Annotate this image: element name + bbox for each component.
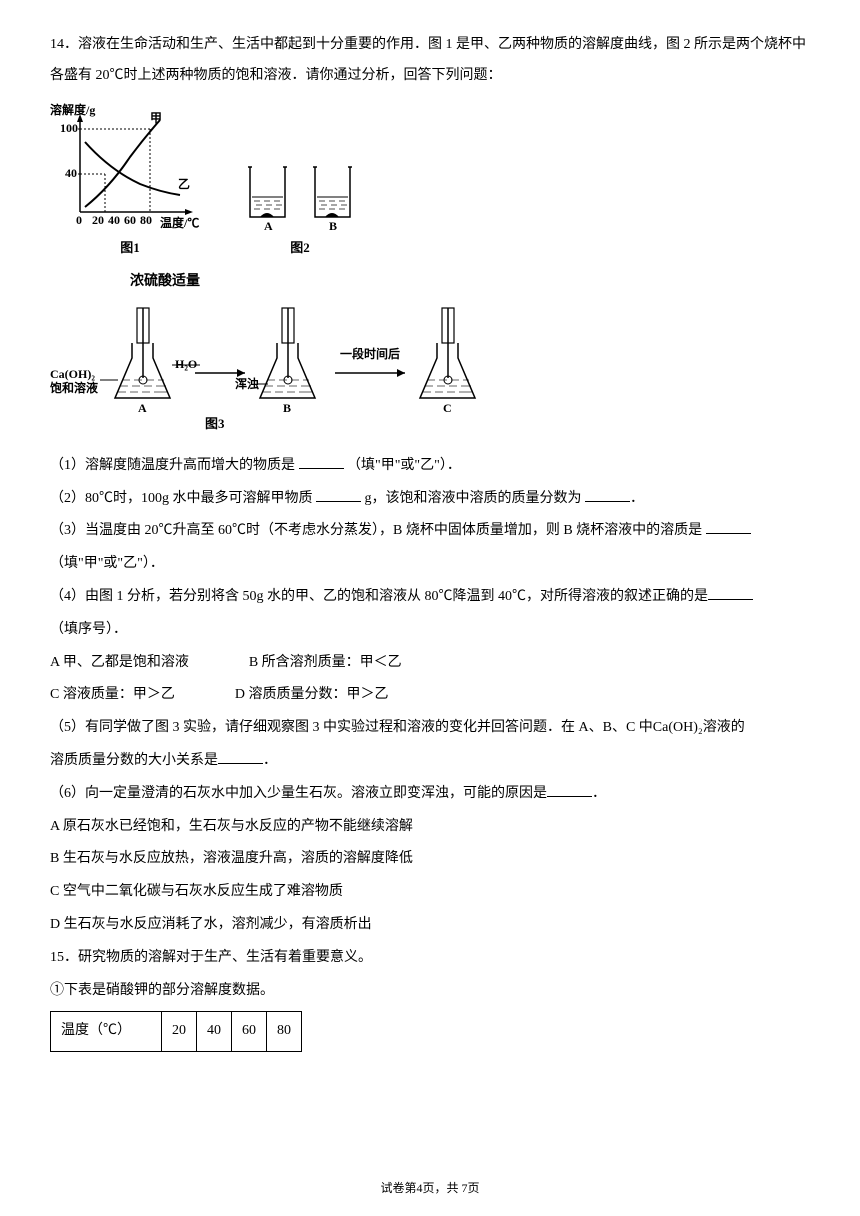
svg-text:饱和溶液: 饱和溶液 bbox=[50, 380, 98, 395]
opt-d: D 溶质质量分数：甲＞乙 bbox=[235, 680, 389, 711]
svg-text:Ca(OH)₂: Ca(OH)₂ bbox=[50, 367, 95, 381]
opt6-d: D 生石灰与水反应消耗了水，溶剂减少，有溶质析出 bbox=[50, 910, 810, 941]
q14-part3: （3）当温度由 20℃升高至 60℃时（不考虑水分蒸发），B 烧杯中固体质量增加… bbox=[50, 516, 810, 547]
svg-text:100: 100 bbox=[60, 121, 78, 135]
svg-text:B: B bbox=[329, 219, 337, 232]
q14-part2: （2）80℃时，100g 水中最多可溶解甲物质 g，该饱和溶液中溶质的质量分数为… bbox=[50, 484, 810, 515]
svg-text:A: A bbox=[138, 401, 147, 415]
figures-row: 溶解度/g 100 40 甲 乙 0 20 40 60 80 bbox=[50, 102, 810, 263]
q14-part1: （1）溶解度随温度升高而增大的物质是 （填"甲"或"乙"）． bbox=[50, 451, 810, 482]
beaker-a: A bbox=[240, 157, 295, 232]
q14-part5a: （5）有同学做了图 3 实验，请仔细观察图 3 中实验过程和溶液的变化并回答问题… bbox=[50, 713, 810, 744]
q14-intro: 14．溶液在生命活动和生产、生活中都起到十分重要的作用．图 1 是甲、乙两种物质… bbox=[50, 30, 810, 92]
svg-text:0: 0 bbox=[76, 213, 82, 227]
q14-choices-ab: A 甲、乙都是饱和溶液 B 所含溶剂质量：甲＜乙 bbox=[50, 648, 810, 679]
figure3-svg: A Ca(OH)₂ 饱和溶液 H₂O B 浑浊 一段时间后 bbox=[50, 298, 530, 438]
svg-text:A: A bbox=[264, 219, 273, 232]
svg-text:80: 80 bbox=[140, 213, 152, 227]
beaker-b: B bbox=[305, 157, 360, 232]
svg-text:H₂O: H₂O bbox=[175, 357, 197, 371]
opt-c: C 溶液质量：甲＞乙 bbox=[50, 680, 175, 711]
svg-text:C: C bbox=[443, 401, 452, 415]
col-80: 80 bbox=[267, 1012, 302, 1052]
col-header: 温度（℃） bbox=[51, 1012, 162, 1052]
opt-b: B 所含溶剂质量：甲＜乙 bbox=[249, 648, 402, 679]
solubility-table: 温度（℃） 20 40 60 80 bbox=[50, 1011, 302, 1052]
q14-part4: （4）由图 1 分析，若分别将含 50g 水的甲、乙的饱和溶液从 80℃降温到 … bbox=[50, 582, 810, 613]
svg-text:乙: 乙 bbox=[178, 177, 190, 191]
svg-text:20: 20 bbox=[92, 213, 104, 227]
opt6-b: B 生石灰与水反应放热，溶液温度升高，溶质的溶解度降低 bbox=[50, 844, 810, 875]
col-20: 20 bbox=[162, 1012, 197, 1052]
svg-text:甲: 甲 bbox=[150, 111, 162, 125]
q15-sub1: ①下表是硝酸钾的部分溶解度数据。 bbox=[50, 976, 810, 1007]
table-row: 温度（℃） 20 40 60 80 bbox=[51, 1012, 302, 1052]
q14-part6: （6）向一定量澄清的石灰水中加入少量生石灰。溶液立即变浑浊，可能的原因是． bbox=[50, 779, 810, 810]
fig1-label: 图1 bbox=[120, 234, 140, 263]
q14-choices-cd: C 溶液质量：甲＞乙 D 溶质质量分数：甲＞乙 bbox=[50, 680, 810, 711]
svg-text:B: B bbox=[283, 401, 291, 415]
page-footer: 试卷第4页，共 7页 bbox=[0, 1175, 860, 1201]
q14-part5b: 溶质质量分数的大小关系是． bbox=[50, 746, 810, 777]
sulfuric-label: 浓硫酸适量 bbox=[130, 267, 810, 298]
q14-part3-tail: （填"甲"或"乙"）． bbox=[50, 549, 810, 580]
opt6-a: A 原石灰水已经饱和，生石灰与水反应的产物不能继续溶解 bbox=[50, 812, 810, 843]
svg-text:图3: 图3 bbox=[205, 416, 225, 431]
solubility-graph: 溶解度/g 100 40 甲 乙 0 20 40 60 80 bbox=[50, 102, 210, 232]
svg-text:40: 40 bbox=[108, 213, 120, 227]
figure2: A B 图2 bbox=[240, 157, 360, 263]
svg-text:浑浊: 浑浊 bbox=[235, 376, 259, 391]
figure3: 浓硫酸适量 A Ca(OH)₂ 饱和溶液 H₂O bbox=[50, 267, 810, 451]
q15-intro: 15．研究物质的溶解对于生产、生活有着重要意义。 bbox=[50, 943, 810, 974]
col-60: 60 bbox=[232, 1012, 267, 1052]
figure1: 溶解度/g 100 40 甲 乙 0 20 40 60 80 bbox=[50, 102, 210, 263]
svg-text:40: 40 bbox=[65, 166, 77, 180]
q14-part4-tail: （填序号）． bbox=[50, 615, 810, 646]
svg-text:一段时间后: 一段时间后 bbox=[340, 346, 400, 361]
opt6-c: C 空气中二氧化碳与石灰水反应生成了难溶物质 bbox=[50, 877, 810, 908]
opt-a: A 甲、乙都是饱和溶液 bbox=[50, 648, 189, 679]
fig2-label: 图2 bbox=[290, 234, 310, 263]
y-axis-label: 溶解度/g bbox=[50, 102, 95, 117]
x-axis-label: 温度/℃ bbox=[160, 215, 199, 230]
svg-text:60: 60 bbox=[124, 213, 136, 227]
col-40: 40 bbox=[197, 1012, 232, 1052]
